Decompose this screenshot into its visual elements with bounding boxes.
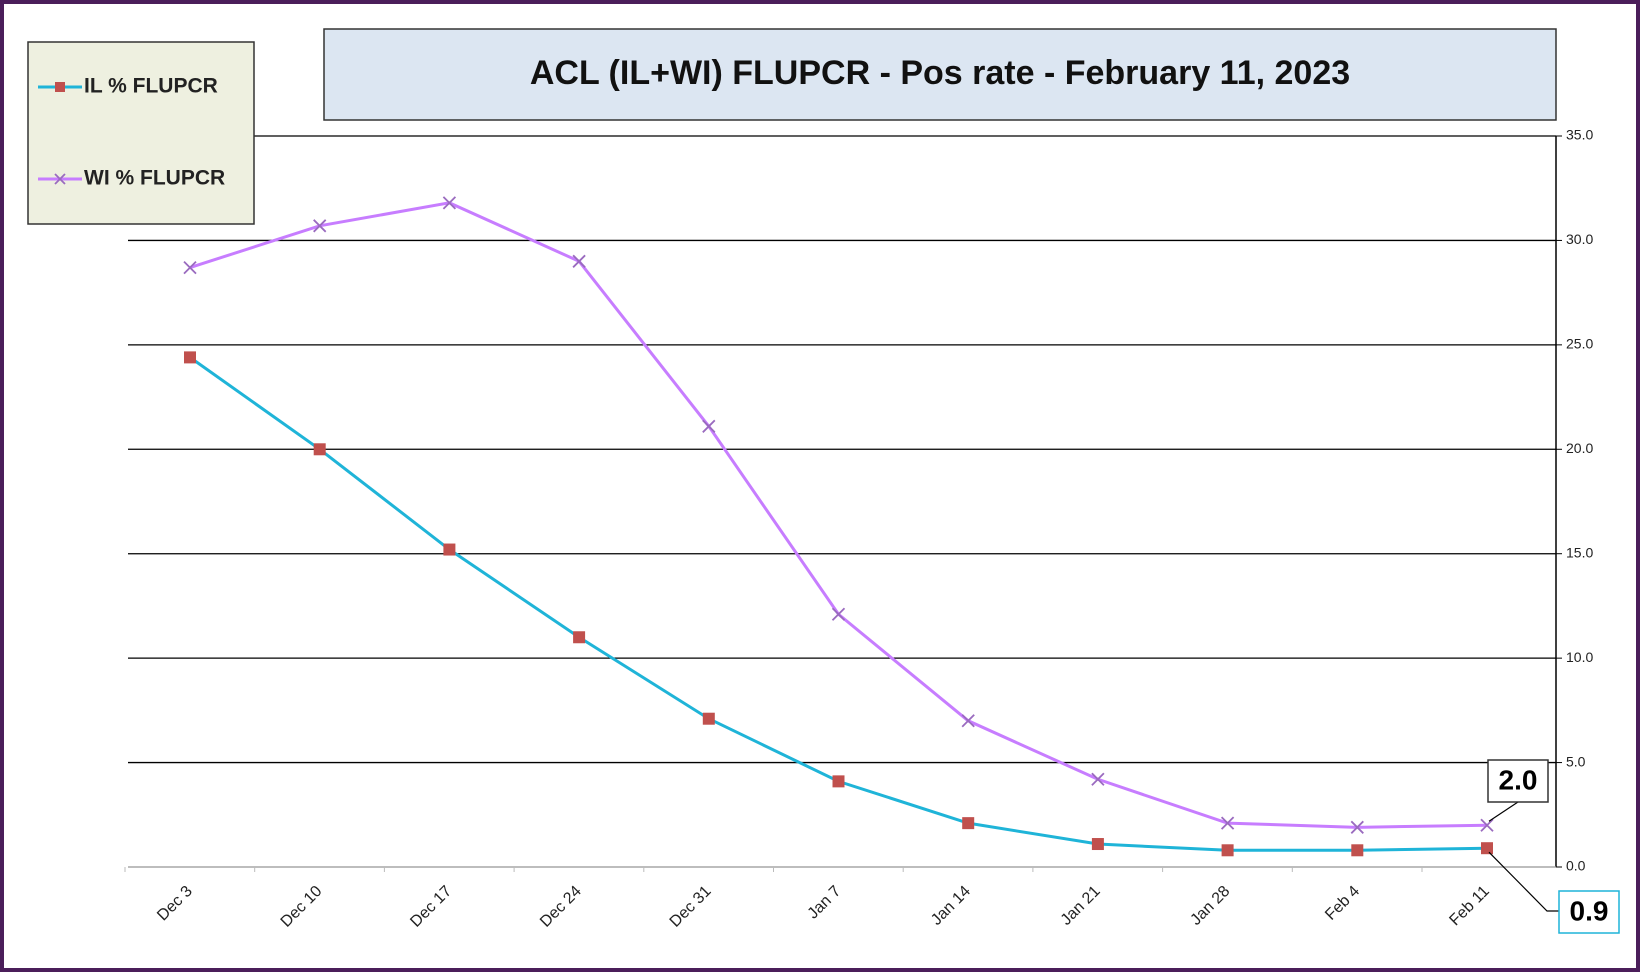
marker bbox=[1481, 842, 1493, 855]
marker bbox=[1351, 844, 1364, 857]
y-tick-label: 0.0 bbox=[1566, 858, 1586, 874]
marker bbox=[313, 443, 326, 456]
leader-line bbox=[1488, 851, 1559, 912]
marker bbox=[961, 714, 975, 728]
chart-title: ACL (IL+WI) FLUPCR - Pos rate - February… bbox=[530, 54, 1350, 92]
legend-label: WI % FLUPCR bbox=[84, 167, 225, 190]
y-tick-label: 35.0 bbox=[1566, 127, 1593, 143]
marker bbox=[573, 631, 586, 644]
legend-marker bbox=[54, 173, 66, 185]
marker bbox=[832, 775, 845, 788]
callout-box bbox=[1558, 890, 1620, 934]
y-tick-label: 20.0 bbox=[1566, 440, 1593, 456]
marker bbox=[183, 260, 197, 275]
legend-marker bbox=[55, 82, 65, 92]
y-tick-label: 30.0 bbox=[1566, 231, 1593, 247]
marker bbox=[831, 607, 846, 621]
callout-box bbox=[1487, 759, 1549, 803]
marker bbox=[1220, 816, 1235, 830]
marker bbox=[962, 817, 975, 830]
marker bbox=[184, 351, 196, 364]
legend-label: IL % FLUPCR bbox=[84, 75, 218, 98]
marker bbox=[702, 712, 715, 725]
marker bbox=[442, 196, 457, 210]
marker bbox=[702, 419, 716, 433]
marker bbox=[1091, 838, 1104, 851]
title-box bbox=[323, 28, 1557, 121]
marker bbox=[1350, 820, 1364, 834]
leader-line bbox=[1488, 801, 1519, 822]
marker bbox=[1480, 818, 1494, 832]
marker bbox=[313, 219, 327, 233]
marker bbox=[1221, 844, 1234, 857]
data-label: 2.0 bbox=[1499, 764, 1538, 795]
data-label: 0.9 bbox=[1570, 895, 1609, 926]
y-tick-label: 25.0 bbox=[1566, 336, 1593, 352]
y-tick-label: 15.0 bbox=[1566, 544, 1593, 560]
y-tick-label: 10.0 bbox=[1566, 649, 1593, 665]
legend-box bbox=[27, 41, 255, 225]
marker bbox=[443, 543, 456, 556]
marker bbox=[1091, 772, 1105, 786]
marker bbox=[572, 254, 586, 268]
y-tick-label: 5.0 bbox=[1566, 753, 1586, 769]
